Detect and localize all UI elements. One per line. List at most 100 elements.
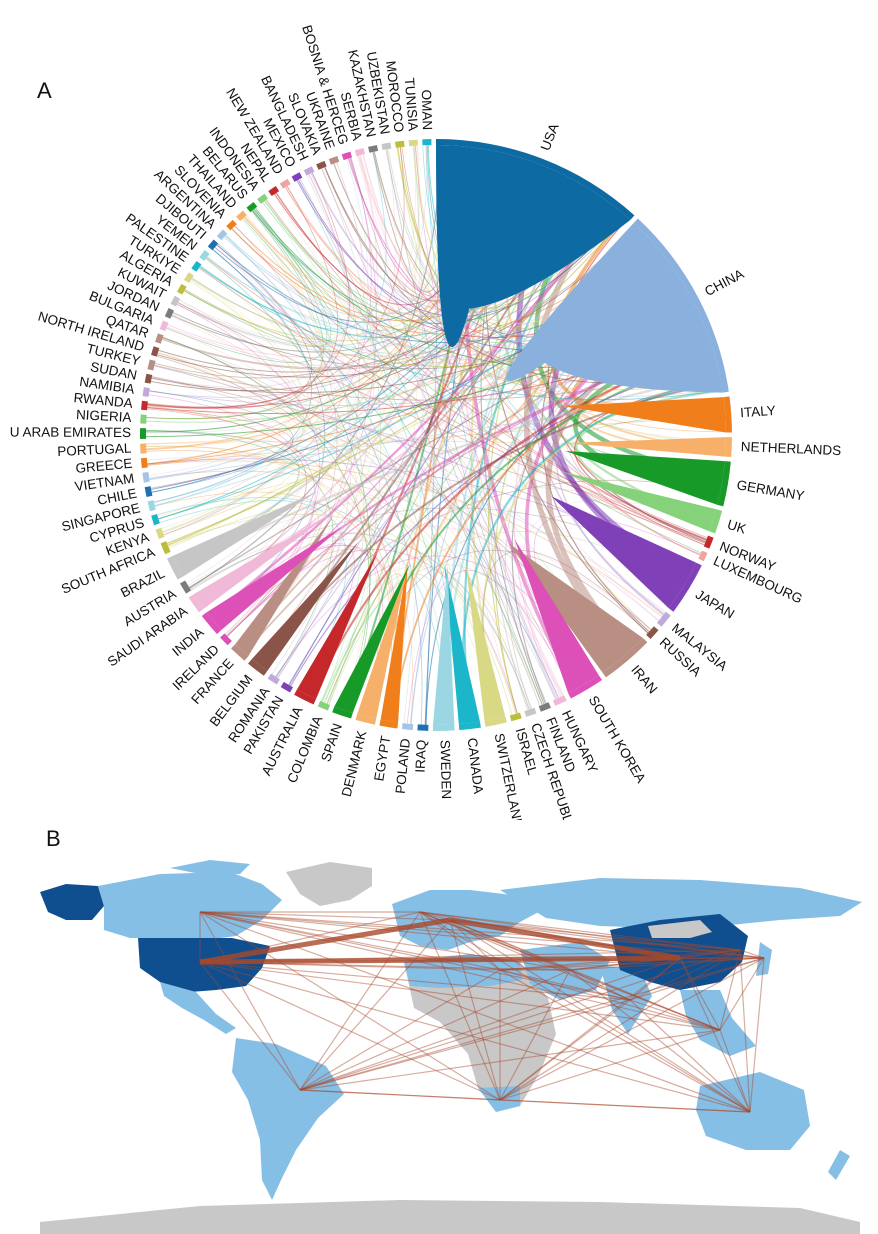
map-link [499,957,681,1101]
chord-link [241,145,419,651]
chord-arc [155,527,165,540]
chord-arc [422,139,432,146]
map-link [299,957,681,1091]
country-label: U ARAB EMIRATES [10,424,131,440]
map-link [199,911,421,963]
chord-arc [140,428,147,439]
chord-link [197,149,396,601]
chord-arc [220,633,232,646]
map-link [569,957,681,971]
new-zealand [828,1150,850,1180]
chord-ribbon [566,437,726,457]
chord-link [147,172,350,409]
country-label: RWANDA [73,390,133,411]
chord-ribbon [193,512,332,609]
country-label: CANADA [465,737,486,795]
chord-link [321,168,573,692]
chord-link [349,157,543,706]
map-link [299,999,631,1091]
chord-link [252,210,723,397]
chord-arc [188,594,204,613]
map-link [719,957,765,1031]
chord-arc [668,562,702,612]
chord-arc [164,308,175,319]
map-link [719,949,741,1031]
map-link [679,949,741,959]
map-link [499,1099,751,1113]
chord-link [186,155,378,584]
map-link [199,911,721,1031]
chord-link [149,390,294,493]
greenland [286,862,372,906]
chord-arc [294,689,317,705]
chord-link [154,491,393,721]
map-link [199,911,301,1091]
se-asia [680,990,756,1056]
chord-ribbon [380,562,408,723]
chord-arc [568,675,603,699]
map-link [499,1029,721,1101]
chord-arc [246,201,258,213]
country-label: PORTUGAL [57,441,132,459]
chord-arc [646,626,659,639]
chord-link [177,302,707,541]
collaboration-world-map [40,860,862,1234]
chord-link [206,257,707,540]
map-link [719,1029,751,1113]
chord-link [146,215,322,420]
map-link [299,1029,721,1091]
chord-link [359,155,726,442]
map-link [199,917,451,965]
map-link [299,949,741,1091]
map-link [419,911,501,1101]
country-label: GERMANY [736,477,806,503]
chord-link [241,173,360,651]
mexico [160,982,236,1034]
map-link [199,911,501,971]
chord-ribbon [357,562,409,719]
chord-ribbon [444,565,480,725]
map-link [419,911,751,1113]
chord-link [209,535,337,663]
chord-link [200,151,387,330]
chord-ribbon [465,562,506,721]
map-link [199,961,571,971]
map-link [299,969,501,1091]
country-label: DENMARK [339,729,370,798]
chord-ribbon [172,491,319,577]
chord-arc [140,457,148,469]
chord-arc [524,707,537,717]
chord-link [162,336,370,712]
arctic-islands [170,860,250,874]
canada [98,872,282,940]
chord-link [157,226,639,378]
chord-arc [709,509,723,534]
country-label: ITALY [740,403,776,420]
south-america [232,1038,344,1200]
chord-link [167,514,513,716]
map-link [199,911,765,959]
map-link [419,911,765,959]
chord-link [154,363,298,534]
map-link [739,949,765,959]
chord-link [146,445,517,714]
chord-ribbon [508,543,644,673]
south-africa [478,1086,520,1112]
chord-link [299,178,541,706]
chord-arc [703,535,714,549]
russia [500,878,862,928]
usa [138,938,270,992]
europe [392,890,546,950]
india [600,966,652,1034]
map-link [419,911,741,951]
map-link [199,911,681,959]
chord-arc [142,471,150,483]
country-label: OMAN [419,89,435,130]
map-link [499,969,751,1113]
country-label: EGYPT [371,735,393,783]
chord-arc [317,700,331,711]
chord-arc [538,702,551,712]
map-link [419,911,631,1001]
map-link [449,919,501,1101]
japan [756,942,772,976]
